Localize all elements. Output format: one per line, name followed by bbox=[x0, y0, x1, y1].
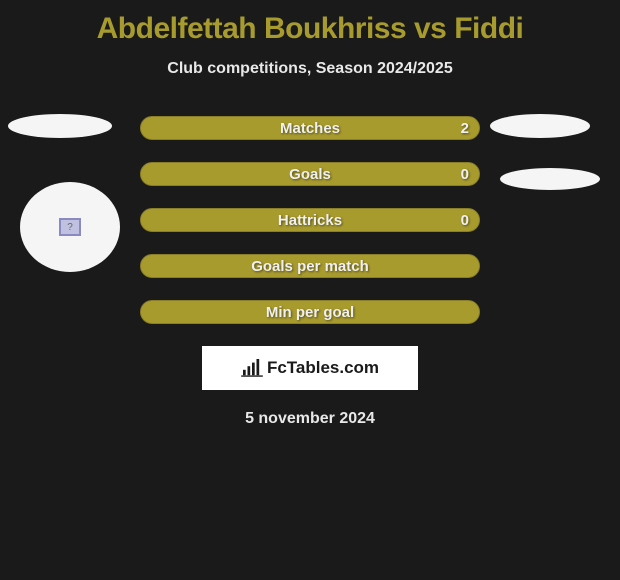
left-player-badge: ? bbox=[20, 182, 120, 272]
right-player-ellipse-1 bbox=[490, 114, 590, 138]
comparison-area: ? Matches 2 Goals 0 Hattricks 0 Goals pe… bbox=[0, 116, 620, 428]
date-label: 5 november 2024 bbox=[0, 410, 620, 428]
left-player-ellipse-1 bbox=[8, 114, 112, 138]
stat-label: Matches bbox=[280, 120, 340, 137]
logo-text: FcTables.com bbox=[267, 358, 379, 378]
stat-bar-min-per-goal: Min per goal bbox=[140, 300, 480, 324]
site-logo: FcTables.com bbox=[202, 346, 418, 390]
stat-bar-matches: Matches 2 bbox=[140, 116, 480, 140]
stat-bar-hattricks: Hattricks 0 bbox=[140, 208, 480, 232]
chart-icon bbox=[241, 359, 263, 377]
stat-label: Min per goal bbox=[266, 304, 354, 321]
stat-bar-goals: Goals 0 bbox=[140, 162, 480, 186]
stat-bars: Matches 2 Goals 0 Hattricks 0 Goals per … bbox=[140, 116, 480, 324]
stat-value-right: 2 bbox=[461, 120, 469, 137]
page-title: Abdelfettah Boukhriss vs Fiddi bbox=[0, 0, 620, 46]
page-subtitle: Club competitions, Season 2024/2025 bbox=[0, 60, 620, 78]
right-player-ellipse-2 bbox=[500, 168, 600, 190]
stat-label: Hattricks bbox=[278, 212, 342, 229]
stat-label: Goals per match bbox=[251, 258, 369, 275]
stat-value-right: 0 bbox=[461, 166, 469, 183]
stat-value-right: 0 bbox=[461, 212, 469, 229]
stat-label: Goals bbox=[289, 166, 331, 183]
stat-bar-goals-per-match: Goals per match bbox=[140, 254, 480, 278]
placeholder-icon: ? bbox=[59, 218, 81, 236]
